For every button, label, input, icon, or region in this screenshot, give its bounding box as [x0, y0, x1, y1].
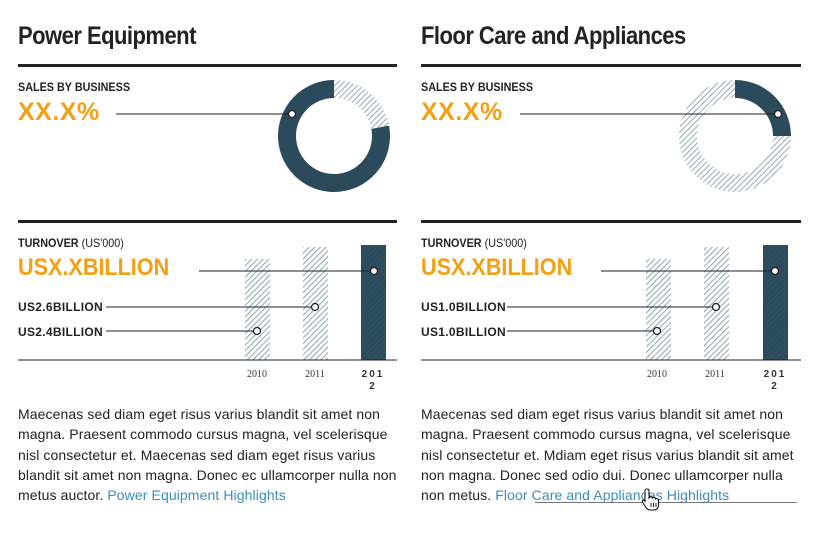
- bar-2012: [763, 245, 788, 360]
- year-2012: 2012: [763, 369, 787, 392]
- title-divider: [421, 64, 801, 67]
- highlights-link[interactable]: Floor Care and Appliances Highlights: [491, 487, 730, 504]
- turnover-value: USX.XBILLION: [18, 254, 170, 281]
- bar-marker-2011: [711, 302, 721, 312]
- panel-power-equipment: Power Equipment SALES BY BUSINESS XX.X% …: [18, 0, 398, 533]
- year-2011: 2011: [705, 369, 725, 380]
- highlights-link[interactable]: Power Equipment Highlights: [103, 487, 286, 504]
- bar-label-2010: US2.4BILLION: [18, 325, 103, 339]
- turnover-bar-chart: [18, 245, 397, 361]
- year-2010: 2010: [247, 369, 267, 380]
- bar-marker-2012: [369, 266, 379, 276]
- donut-segment-share: [334, 80, 390, 129]
- hover-underline: [535, 502, 797, 503]
- turnover-bar-chart: [421, 245, 801, 361]
- donut-segment-rest: [277, 80, 390, 193]
- turnover-value: USX.XBILLION: [421, 254, 573, 281]
- panel-title: Floor Care and Appliances: [421, 22, 686, 50]
- year-2012: 2012: [361, 369, 385, 392]
- sales-donut-chart: [116, 80, 390, 193]
- year-2011: 2011: [305, 369, 325, 380]
- sales-label: SALES BY BUSINESS: [18, 80, 131, 94]
- bar-2010: [646, 259, 671, 360]
- turnover-label: TURNOVER (US'000): [18, 236, 124, 250]
- turnover-label: TURNOVER (US'000): [421, 236, 527, 250]
- bar-marker-2012: [770, 266, 780, 276]
- donut-segment-share: [735, 80, 791, 136]
- hand-pointer-icon: [641, 488, 660, 511]
- title-divider: [18, 64, 397, 67]
- bar-label-2011: US1.0BILLION: [421, 300, 506, 314]
- bar-label-2010: US1.0BILLION: [421, 325, 506, 339]
- year-2010: 2010: [647, 369, 667, 380]
- panel-floor-care: Floor Care and Appliances SALES BY BUSIN…: [421, 0, 801, 533]
- bar-2012: [361, 245, 386, 360]
- bar-marker-2010: [252, 326, 262, 336]
- panel-title: Power Equipment: [18, 22, 196, 50]
- sales-value: XX.X%: [18, 98, 100, 126]
- sales-value: XX.X%: [421, 98, 503, 126]
- body-paragraph: Maecenas sed diam eget risus varius blan…: [18, 406, 397, 504]
- sales-donut-chart: [520, 80, 791, 192]
- bar-label-2011: US2.6BILLION: [18, 300, 103, 314]
- bar-2010: [245, 259, 270, 360]
- sales-marker: [287, 109, 297, 119]
- turnover-divider: [421, 220, 801, 223]
- turnover-divider: [18, 220, 397, 223]
- sales-label: SALES BY BUSINESS: [421, 80, 534, 94]
- bar-marker-2011: [310, 302, 320, 312]
- bar-marker-2010: [652, 326, 662, 336]
- donut-segment-rest: [679, 80, 791, 192]
- sales-marker: [773, 109, 783, 119]
- body-paragraph: Maecenas sed diam eget risus varius blan…: [421, 406, 794, 504]
